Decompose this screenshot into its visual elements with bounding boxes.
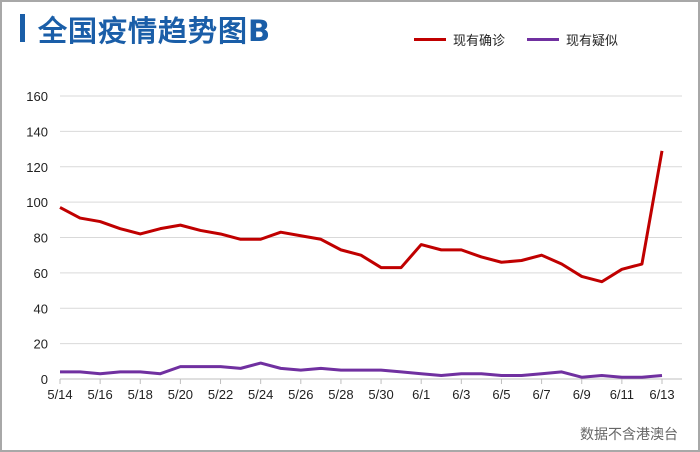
x-tick-label: 6/7 — [533, 387, 551, 402]
x-tick-label: 5/18 — [128, 387, 153, 402]
legend-item-suspected: 现有疑似 — [527, 30, 618, 49]
y-tick-label: 60 — [34, 266, 48, 281]
series-suspected-line — [60, 361, 663, 379]
x-tick-label: 6/1 — [412, 387, 430, 402]
legend-swatch-suspected — [527, 38, 560, 41]
legend-label-suspected: 现有疑似 — [566, 34, 619, 49]
y-tick-label: 140 — [26, 124, 48, 139]
x-tick-label: 6/13 — [649, 387, 674, 402]
y-tick-label: 20 — [34, 337, 48, 352]
x-tick-label: 5/20 — [168, 387, 193, 402]
x-tick-label: 5/14 — [47, 387, 72, 402]
x-tick-label: 5/24 — [248, 387, 273, 402]
title-accent-bar — [20, 14, 25, 42]
y-tick-label: 40 — [34, 301, 48, 316]
x-tick-label: 5/16 — [87, 387, 112, 402]
x-tick-label: 6/9 — [573, 387, 591, 402]
legend-swatch-confirmed — [414, 38, 446, 41]
x-tick-label: 5/30 — [368, 387, 393, 402]
y-tick-label: 0 — [41, 372, 48, 387]
data-note: 数据不含港澳台 — [580, 427, 678, 443]
y-tick-label: 160 — [26, 89, 48, 104]
x-tick-label: 6/11 — [610, 387, 634, 402]
x-tick-label: 5/26 — [288, 387, 313, 402]
x-tick-label: 6/5 — [492, 387, 510, 402]
y-tick-label: 120 — [26, 160, 48, 175]
series-confirmed-line — [59, 150, 664, 284]
chart-title: 全国疫情趋势图B — [38, 14, 272, 48]
legend: 现有确诊 现有疑似 — [414, 30, 640, 49]
legend-item-confirmed: 现有确诊 — [414, 30, 505, 49]
x-tick-label: 5/28 — [328, 387, 353, 402]
y-tick-label: 100 — [26, 195, 48, 210]
x-tick-label: 6/3 — [452, 387, 470, 402]
x-tick-label: 5/22 — [208, 387, 233, 402]
y-tick-label: 80 — [34, 231, 48, 246]
legend-label-confirmed: 现有确诊 — [453, 34, 506, 49]
